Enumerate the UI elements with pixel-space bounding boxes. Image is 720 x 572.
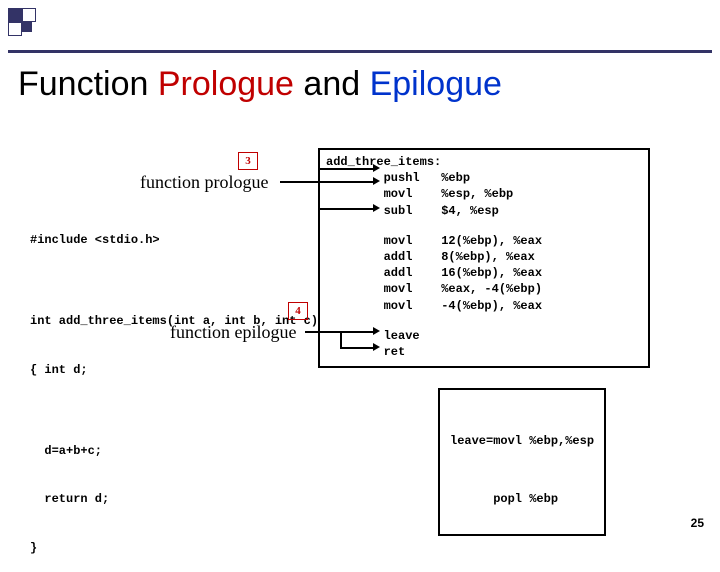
title-word-red: Prologue (158, 65, 294, 103)
leave-line: popl %ebp (450, 490, 594, 509)
callout-box-3: 3 (238, 152, 258, 170)
title-rule (8, 50, 712, 53)
deco-square (22, 22, 32, 32)
corner-decoration (8, 8, 48, 38)
arrow-head-icon (373, 327, 380, 335)
arrow (340, 331, 342, 347)
arrow-head-icon (373, 204, 380, 212)
c-source-code: #include <stdio.h> int add_three_items(i… (30, 200, 318, 572)
code-line: { int d; (30, 362, 318, 378)
arrow (318, 168, 320, 208)
deco-square (8, 22, 22, 36)
leave-expansion: leave=movl %ebp,%esp popl %ebp (438, 388, 606, 536)
code-line: return d; (30, 491, 318, 507)
code-line: d=a+b+c; (30, 443, 318, 459)
deco-square (8, 8, 22, 22)
arrow (318, 168, 375, 170)
page-number: 25 (691, 516, 704, 530)
asm-line: movl 12(%ebp), %eax (326, 233, 642, 249)
asm-line: addl 8(%ebp), %eax (326, 249, 642, 265)
arrow (340, 347, 375, 349)
code-line: #include <stdio.h> (30, 232, 318, 248)
arrow-head-icon (373, 343, 380, 351)
arrow-head-icon (373, 164, 380, 172)
asm-line: movl -4(%ebp), %eax (326, 298, 642, 314)
asm-gap (326, 314, 642, 328)
slide-title: Function Prologue and Epilogue (18, 65, 502, 104)
asm-line: movl %esp, %ebp (326, 186, 642, 202)
label-epilogue: function epilogue (170, 322, 296, 343)
title-word: and (294, 65, 370, 103)
leave-line: leave=movl %ebp,%esp (450, 432, 594, 451)
asm-line: movl %eax, -4(%ebp) (326, 281, 642, 297)
asm-line: addl 16(%ebp), %eax (326, 265, 642, 281)
asm-gap (326, 219, 642, 233)
title-word: Function (18, 65, 158, 103)
label-prologue: function prologue (140, 172, 268, 193)
arrow (280, 181, 375, 183)
code-line: } (30, 540, 318, 556)
deco-square (22, 8, 36, 22)
arrow (318, 208, 375, 210)
callout-box-4: 4 (288, 302, 308, 320)
title-word-blue: Epilogue (370, 65, 502, 103)
arrow-head-icon (373, 177, 380, 185)
